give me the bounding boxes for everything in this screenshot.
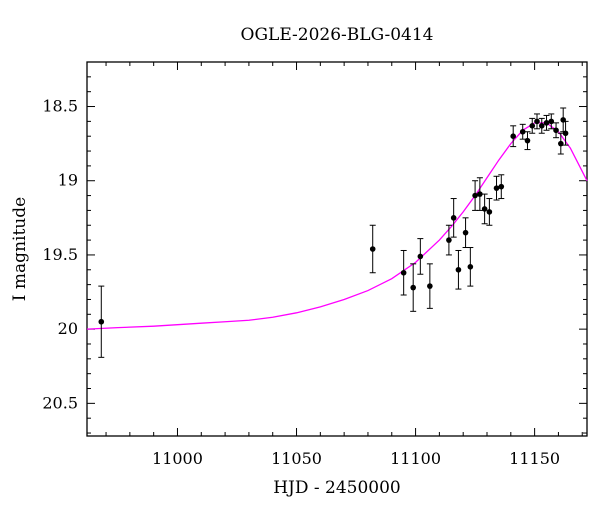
data-point	[445, 224, 452, 256]
data-point	[486, 198, 493, 226]
data-point	[472, 180, 479, 211]
data-points-layer	[98, 107, 569, 358]
point-marker	[446, 237, 452, 243]
data-point	[455, 249, 462, 290]
model-curve-layer	[86, 122, 588, 330]
data-point	[553, 122, 560, 139]
point-marker	[410, 284, 416, 291]
plot-frame	[86, 61, 588, 437]
x-tick-label: 11050	[271, 449, 322, 468]
data-point	[426, 263, 433, 309]
point-marker	[534, 118, 540, 125]
data-point	[462, 217, 469, 249]
x-tick-label: 11150	[509, 449, 560, 468]
point-marker	[486, 209, 493, 215]
x-tick-label: 11000	[152, 449, 203, 468]
point-marker	[400, 269, 407, 276]
data-point	[493, 175, 500, 201]
y-tick-label: 20	[58, 319, 78, 338]
point-marker	[98, 318, 105, 325]
point-marker	[462, 229, 469, 236]
y-axis-label: I magnitude	[10, 197, 30, 301]
y-tick-label: 20.5	[42, 393, 78, 412]
data-point	[450, 198, 457, 238]
model-curve-line	[86, 122, 588, 330]
data-point	[476, 177, 483, 211]
point-marker	[427, 283, 433, 289]
data-point	[369, 224, 376, 274]
x-tick-label: 11100	[390, 449, 441, 468]
data-point	[529, 117, 536, 134]
point-marker	[477, 191, 483, 197]
data-point	[498, 174, 505, 200]
data-point	[562, 120, 569, 146]
data-point	[557, 132, 564, 155]
data-point	[548, 113, 555, 130]
point-marker	[510, 133, 516, 140]
data-point	[481, 193, 488, 225]
point-marker	[558, 140, 564, 147]
point-marker	[369, 246, 376, 252]
chart-title: OGLE-2026-BLG-0414	[241, 25, 434, 45]
point-marker	[562, 130, 569, 137]
point-marker	[498, 183, 505, 190]
point-marker	[467, 264, 474, 270]
data-point	[538, 117, 545, 134]
point-marker	[524, 137, 531, 144]
data-point	[519, 123, 526, 140]
data-point	[524, 131, 531, 151]
point-marker	[417, 253, 424, 260]
y-tick-label: 19.5	[42, 245, 78, 264]
point-marker	[543, 120, 550, 126]
data-point	[510, 125, 517, 148]
point-marker	[519, 128, 526, 135]
point-marker	[481, 206, 488, 212]
point-marker	[553, 127, 559, 134]
point-marker	[538, 123, 545, 129]
data-point	[560, 107, 567, 133]
point-marker	[472, 192, 478, 199]
data-point	[400, 249, 407, 296]
data-point	[417, 238, 424, 275]
ticks-layer: 11000 11050 11100 11150 18.5 19 19.5 20 20.5	[42, 61, 587, 468]
point-marker	[548, 118, 555, 125]
data-point	[543, 114, 550, 131]
y-tick-label: 19	[58, 171, 78, 190]
point-marker	[455, 266, 462, 273]
data-point	[410, 263, 417, 312]
data-point	[534, 113, 540, 130]
data-point	[98, 285, 105, 358]
point-marker	[493, 185, 500, 191]
x-axis-label: HJD - 2450000	[273, 478, 401, 498]
data-point	[467, 247, 474, 287]
point-marker	[529, 123, 536, 129]
point-marker	[450, 215, 457, 221]
y-tick-label: 18.5	[42, 97, 78, 116]
